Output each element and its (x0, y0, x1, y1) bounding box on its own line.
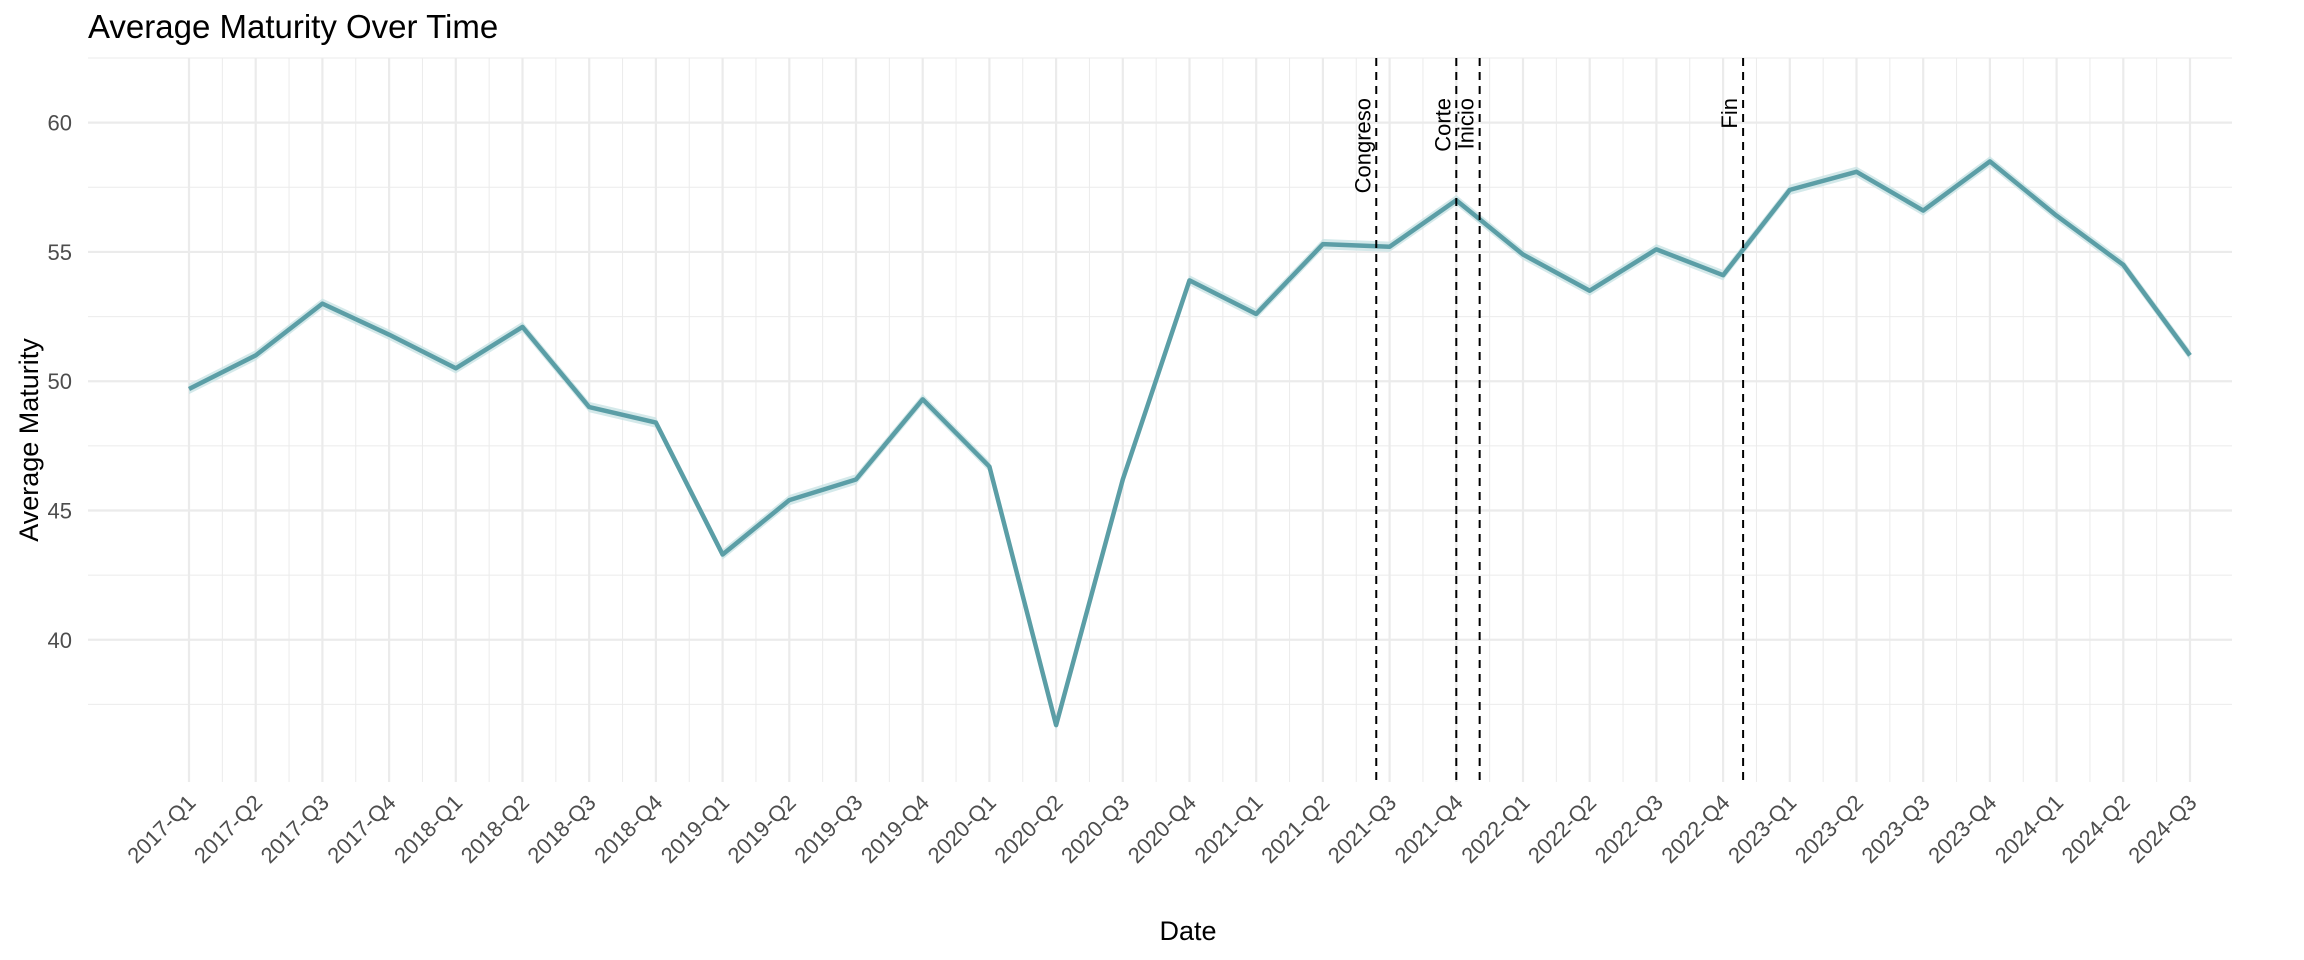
x-axis-ticks: 2017-Q12017-Q22017-Q32017-Q42018-Q12018-… (122, 790, 2201, 868)
x-tick-label: 2023-Q2 (1790, 790, 1868, 868)
x-tick-label: 2018-Q3 (523, 790, 601, 868)
y-tick-label: 60 (48, 111, 72, 136)
x-tick-label: 2023-Q1 (1723, 790, 1801, 868)
x-tick-label: 2020-Q4 (1123, 790, 1201, 868)
y-tick-label: 45 (48, 499, 72, 524)
x-tick-label: 2018-Q2 (456, 790, 534, 868)
x-tick-label: 2021-Q4 (1390, 790, 1468, 868)
x-tick-label: 2023-Q3 (1857, 790, 1935, 868)
y-axis-title: Average Maturity (14, 338, 44, 542)
x-tick-label: 2021-Q3 (1323, 790, 1401, 868)
x-tick-label: 2017-Q2 (189, 790, 267, 868)
x-tick-label: 2017-Q4 (322, 790, 400, 868)
x-tick-label: 2019-Q1 (656, 790, 734, 868)
x-tick-label: 2022-Q2 (1523, 790, 1601, 868)
x-tick-label: 2017-Q1 (122, 790, 200, 868)
x-axis-title: Date (1159, 916, 1216, 946)
event-label: Fin (1717, 98, 1742, 129)
x-tick-label: 2018-Q1 (389, 790, 467, 868)
x-tick-label: 2020-Q2 (989, 790, 1067, 868)
x-tick-label: 2024-Q1 (1990, 790, 2068, 868)
x-tick-label: 2023-Q4 (1923, 790, 2001, 868)
x-tick-label: 2019-Q3 (789, 790, 867, 868)
y-tick-label: 50 (48, 369, 72, 394)
event-label: Corte (1430, 98, 1455, 152)
x-tick-label: 2022-Q3 (1590, 790, 1668, 868)
y-axis-ticks: 40 45 50 55 60 (48, 111, 72, 653)
x-tick-label: 2022-Q4 (1656, 790, 1734, 868)
x-tick-label: 2021-Q1 (1190, 790, 1268, 868)
x-tick-label: 2022-Q1 (1456, 790, 1534, 868)
y-tick-label: 40 (48, 628, 72, 653)
series-line-layer (187, 159, 2192, 728)
x-tick-label: 2021-Q2 (1256, 790, 1334, 868)
x-tick-label: 2017-Q3 (256, 790, 334, 868)
x-tick-label: 2018-Q4 (589, 790, 667, 868)
major-grid (88, 58, 2232, 782)
y-tick-label: 55 (48, 240, 72, 265)
event-label: Congreso (1350, 98, 1375, 193)
x-tick-label: 2024-Q2 (2057, 790, 2135, 868)
event-label: Inicio (1454, 98, 1479, 149)
x-tick-label: 2019-Q4 (856, 790, 934, 868)
x-tick-label: 2024-Q3 (2123, 790, 2201, 868)
x-tick-label: 2019-Q2 (723, 790, 801, 868)
chart-title: Average Maturity Over Time (88, 8, 499, 45)
x-tick-label: 2020-Q3 (1056, 790, 1134, 868)
minor-grid (88, 57, 2232, 782)
x-tick-label: 2020-Q1 (923, 790, 1001, 868)
